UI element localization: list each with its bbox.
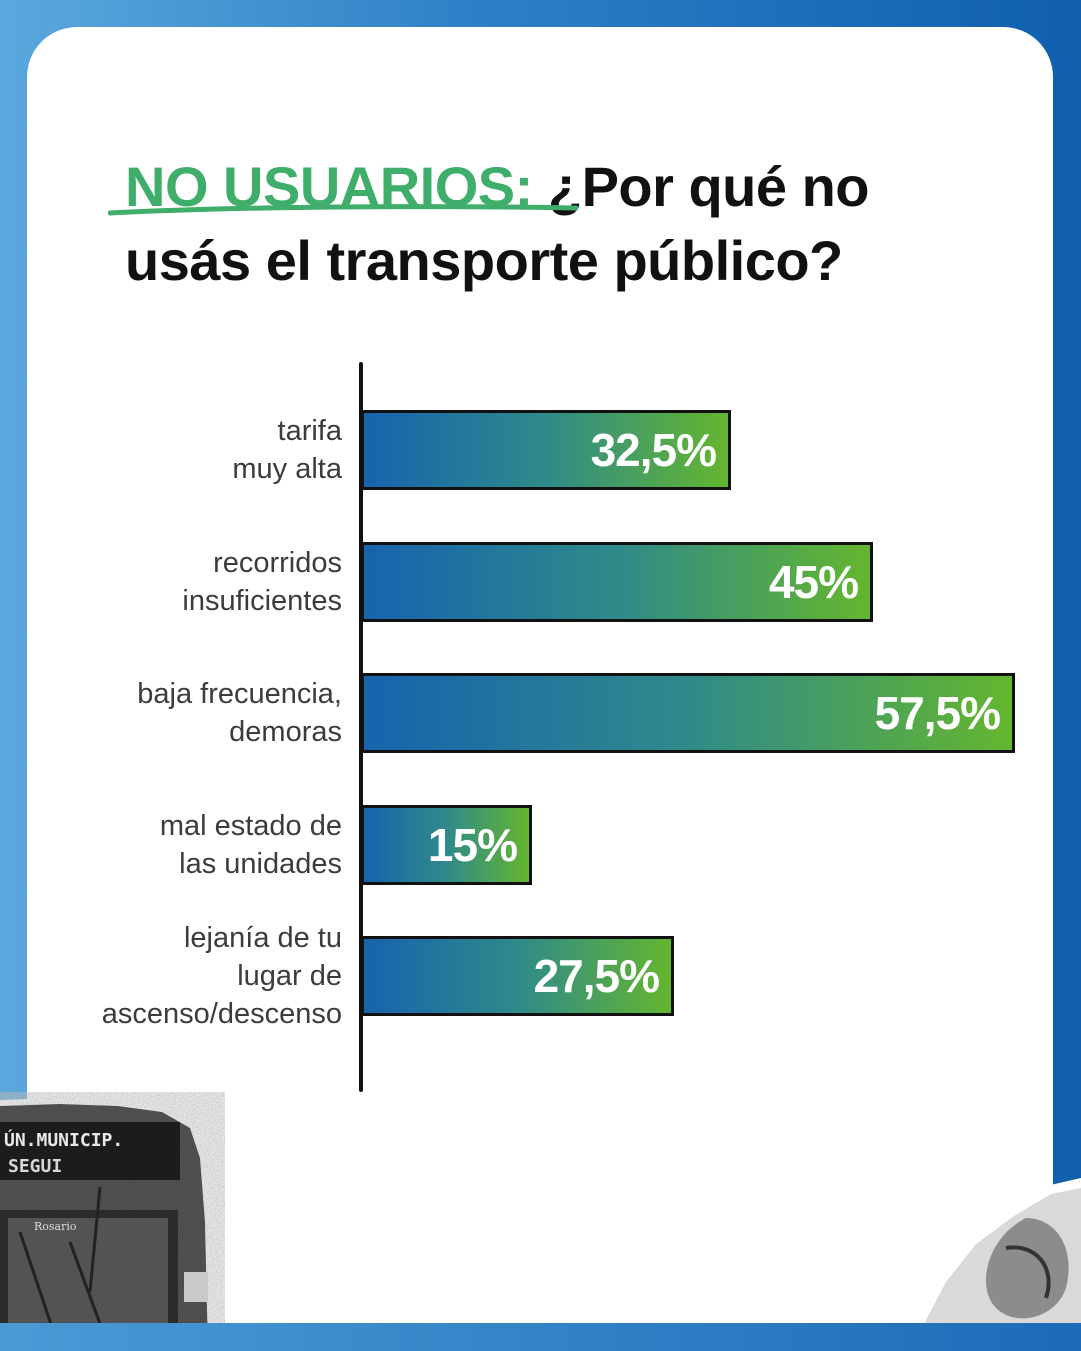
category-label: recorridos insuficientes: [182, 547, 342, 617]
bar: 45%: [361, 541, 873, 622]
bar-value-label: 45%: [768, 555, 859, 608]
title-question: ¿Por qué no usás el transporte público?: [125, 155, 870, 292]
hand-photo: [906, 1178, 1081, 1351]
bar-value-label: 27,5%: [533, 950, 660, 1002]
bar: 15%: [361, 804, 532, 885]
bus-sign-line2: SEGUI: [8, 1156, 62, 1177]
category-label: mal estado de las unidades: [159, 810, 342, 880]
category-label: tarifa muy alta: [232, 415, 342, 485]
chart-title: NO USUARIOS: ¿Por qué no usás el transpo…: [125, 150, 1005, 298]
title-underline: [108, 204, 578, 216]
bar-value-label: 32,5%: [590, 424, 717, 476]
bus-sign-line1: ÚN.MUNICIP.: [4, 1129, 123, 1151]
bar: 57,5%: [361, 673, 1015, 753]
category-label: baja frecuencia, demoras: [137, 678, 342, 748]
bar-value-label: 15%: [427, 818, 518, 871]
category-label: lejanía de tu lugar de ascenso/descenso: [101, 922, 342, 1030]
bar: 27,5%: [361, 936, 674, 1016]
bus-photo: ÚN.MUNICIP. SEGUI Rosario: [0, 1098, 222, 1351]
bus-route-text: Rosario: [34, 1220, 77, 1233]
bar-value-label: 57,5%: [874, 687, 1001, 739]
bottom-band: [0, 1323, 1081, 1351]
bar: 32,5%: [361, 410, 731, 490]
